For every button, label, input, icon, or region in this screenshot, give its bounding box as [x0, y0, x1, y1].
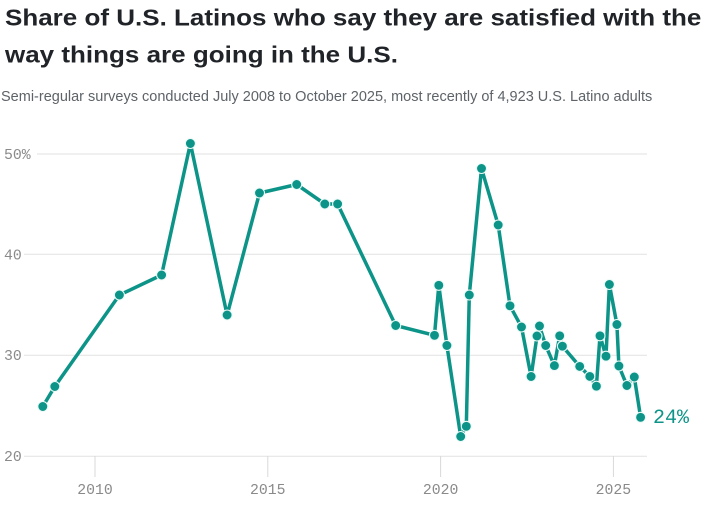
svg-text:20: 20	[4, 450, 22, 466]
svg-text:2025: 2025	[596, 483, 632, 499]
svg-text:2015: 2015	[250, 483, 286, 499]
svg-text:2020: 2020	[423, 483, 459, 499]
svg-text:24%: 24%	[653, 407, 690, 430]
svg-text:50%: 50%	[4, 148, 31, 164]
svg-text:30: 30	[4, 349, 22, 365]
svg-text:40: 40	[4, 248, 22, 264]
svg-text:2010: 2010	[77, 483, 113, 499]
